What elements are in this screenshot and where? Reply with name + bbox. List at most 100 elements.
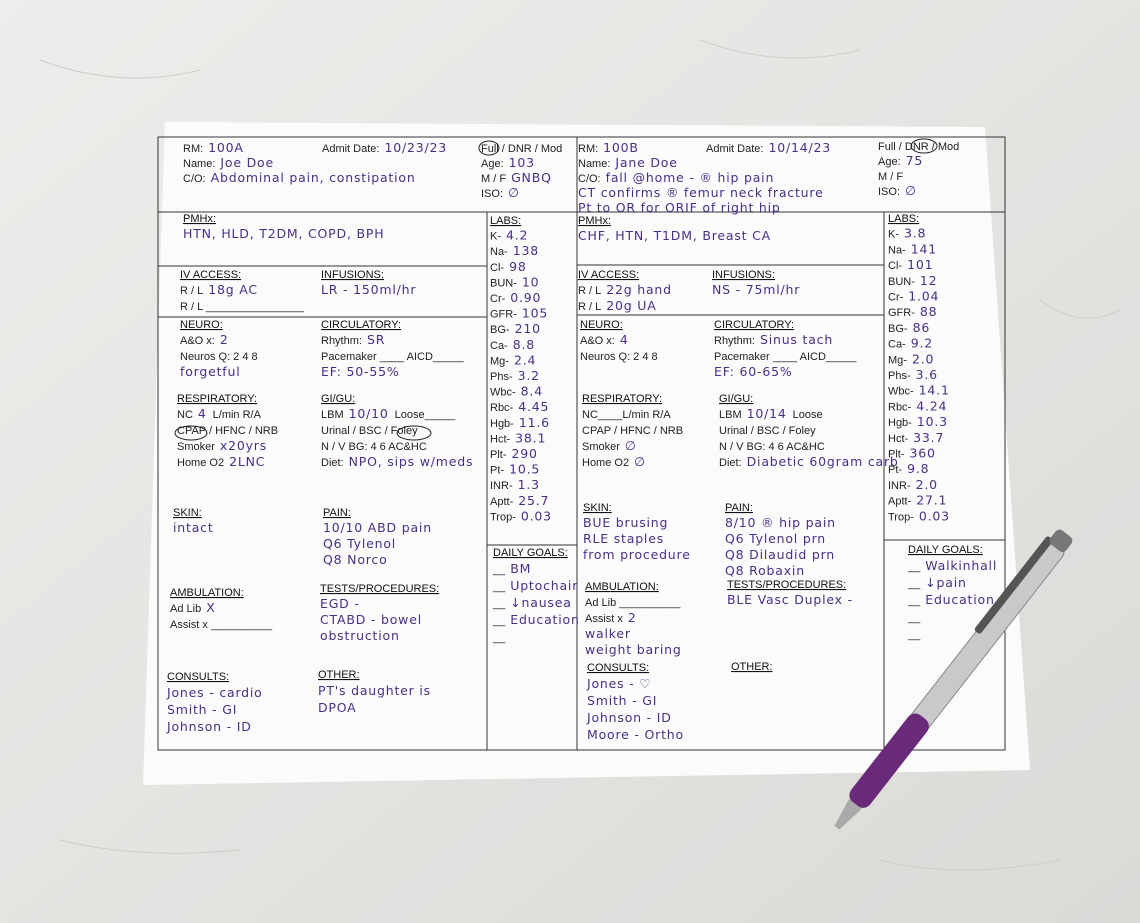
section-label: DAILY GOALS: [493,547,568,559]
form-text: A&O x: [180,335,215,347]
handwriting: weight baring [585,642,682,657]
handwriting: 10/10 ABD pain [323,520,432,535]
handwriting: EF: 60-65% [714,364,793,379]
handwriting: Abdominal pain, constipation [211,170,416,185]
handwriting: Jones - cardio [166,685,263,700]
form-text: Full / DNR / Mod [878,141,959,153]
handwriting: x20yrs [220,438,267,453]
form-text: __ [907,629,921,641]
handwriting: NS - 75ml/hr [712,282,800,297]
form-text: LBM [321,409,344,421]
section-label: TESTS/PROCEDURES: [320,583,439,595]
handwriting: LR - 150ml/hr [321,282,416,297]
form-text: Admit Date: [322,143,379,155]
handwriting: 20g UA [606,298,656,313]
form-text: Na- [888,244,906,256]
form-text: Ad Lib [170,603,201,615]
handwriting: HTN, HLD, T2DM, COPD, BPH [183,226,384,241]
form-text: Name: [578,158,610,170]
section-label: CIRCULATORY: [321,319,401,331]
handwriting: 22g hand [606,282,672,297]
handwriting: Smith - GI [167,702,237,717]
handwriting: DPOA [318,700,357,715]
form-text: Home O2 [582,457,629,469]
handwriting: Joe Doe [219,155,274,170]
circle-mark [910,138,938,154]
form-text: Smoker [582,441,620,453]
form-text: Rhythm: [321,335,362,347]
handwriting: ∅ [625,438,637,453]
form-text: Rhythm: [714,335,755,347]
handwriting: Sinus tach [760,332,833,347]
handwriting: 10.3 [917,414,948,429]
handwriting: 2LNC [229,454,265,469]
form-text: Trop- [490,511,516,523]
form-text: Plt- [490,449,507,461]
handwriting: 3.2 [518,368,540,383]
form-text: Plt- [888,449,905,461]
handwriting: fall @home - ® hip pain [606,170,775,185]
handwriting: Moore - Ortho [587,727,684,742]
handwriting: Johnson - ID [166,719,252,734]
form-text: CPAP / HFNC / NRB [582,425,683,437]
handwriting: from procedure [583,547,691,562]
handwriting: Smith - GI [587,693,657,708]
handwriting: 10.5 [509,462,540,477]
handwriting: Pt to OR for ORIF of right hip [578,200,781,215]
form-text: Urinal / BSC / Foley [719,425,816,437]
form-text: Phs- [490,371,513,383]
form-text: K- [490,231,501,243]
form-text: M / F [481,173,506,185]
handwriting: EF: 50-55% [321,364,400,379]
handwriting: Q6 Tylenol [323,536,396,551]
handwriting: 100B [603,140,639,155]
form-text: __ [492,632,506,644]
circle-mark [396,425,432,441]
form-text: Phs- [888,370,911,382]
section-label: PAIN: [725,502,753,514]
handwriting: RLE staples [583,531,664,546]
form-text: C/O: [578,173,601,185]
circle-mark [478,140,500,156]
form-text: __ [907,612,921,624]
section-label: AMBULATION: [170,587,244,599]
form-text: Pacemaker ____ AICD_____ [714,351,857,363]
handwriting: 10/14 [747,406,787,421]
section-label: GI/GU: [719,393,753,405]
form-text: Trop- [888,511,914,523]
form-text: ISO: [878,186,900,198]
form-text: Hgb- [888,417,912,429]
pen-grip [849,713,929,808]
form-text: L/min R/A [213,409,262,421]
handwriting: 103 [509,155,535,170]
form-text: Mg- [888,354,907,366]
form-text: Ca- [490,340,508,352]
form-text: R / L [180,285,203,297]
handwriting: Jones - ♡ [586,676,651,691]
handwriting: 14.1 [919,383,950,398]
form-text: Cl- [490,262,504,274]
section-label: SKIN: [583,502,612,514]
section-label: CIRCULATORY: [714,319,794,331]
section-label: PMHx: [578,215,611,227]
form-text: Cr- [888,292,904,304]
handwriting: CT confirms ® femur neck fracture [578,185,824,200]
handwriting: 33.7 [913,430,944,445]
handwriting: forgetful [180,364,241,379]
handwriting: 2.4 [514,352,536,367]
handwriting: ↓pain [925,575,966,590]
form-text: __ [907,561,921,573]
handwriting: 1.3 [518,477,540,492]
form-text: GFR- [888,307,915,319]
form-text: Assist x __________ [170,619,273,631]
form-text: NC____L/min R/A [582,409,671,421]
section-label: LABS: [490,215,521,227]
handwriting: walker [585,626,631,641]
section-label: INFUSIONS: [712,269,775,281]
section-label: IV ACCESS: [180,269,241,281]
form-text: Admit Date: [706,143,763,155]
form-text: NC [177,409,193,421]
handwriting: 100A [208,140,244,155]
handwriting: 0.90 [510,290,541,305]
form-text: C/O: [183,173,206,185]
